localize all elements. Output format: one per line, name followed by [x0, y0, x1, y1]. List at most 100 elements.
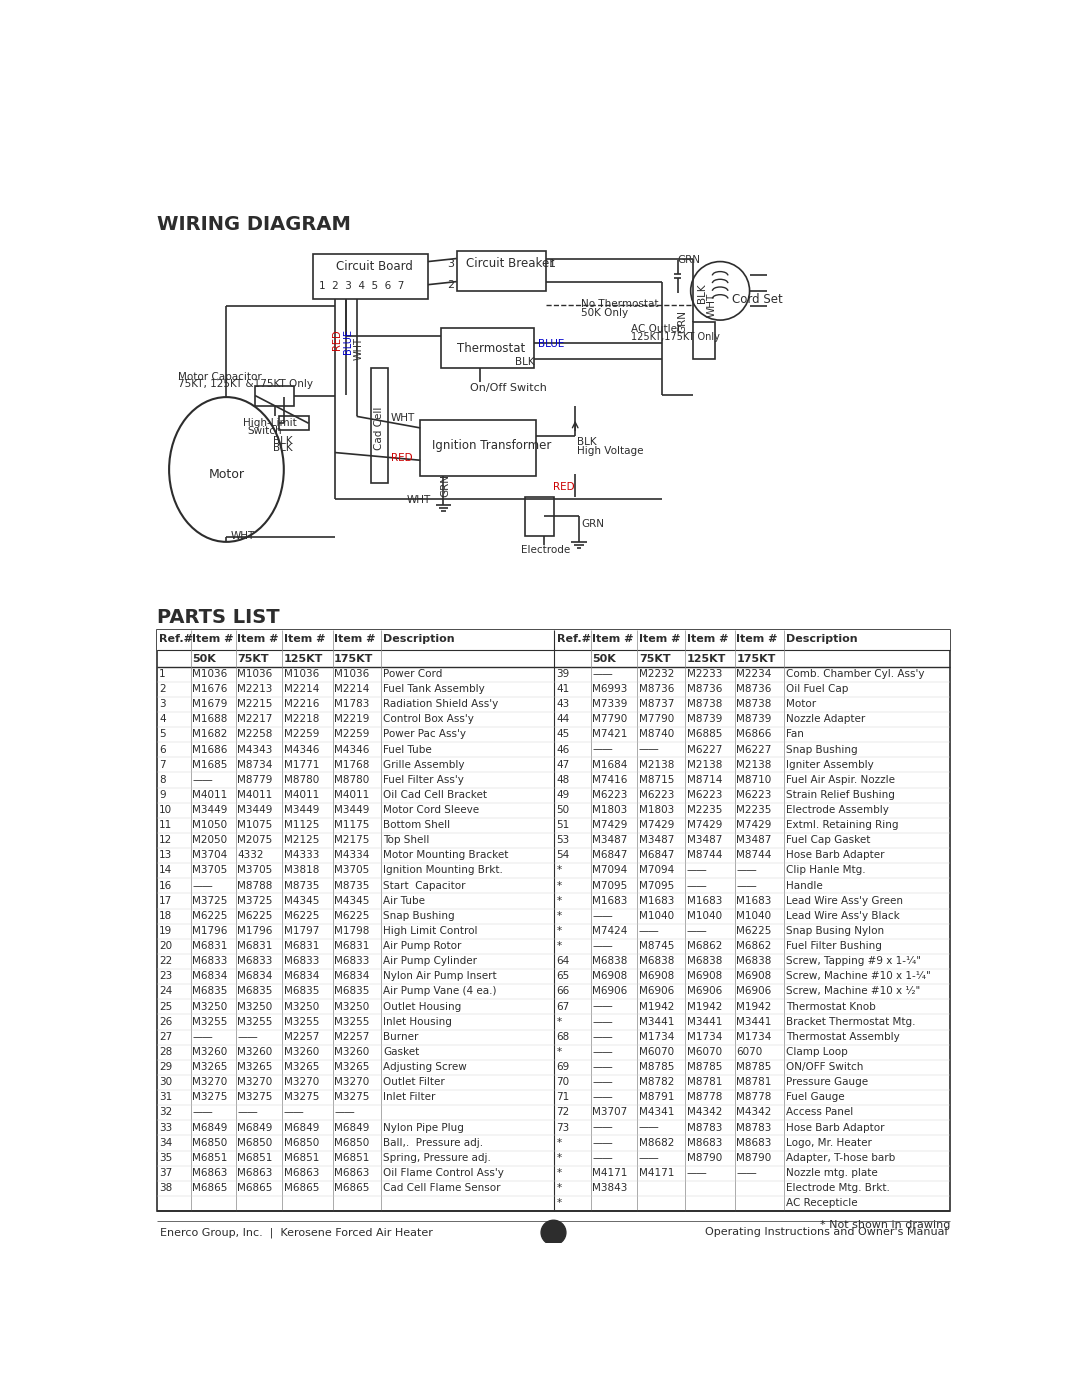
- Text: M6908: M6908: [592, 971, 627, 981]
- Text: ——: ——: [687, 866, 707, 876]
- Text: ——: ——: [238, 1108, 258, 1118]
- Text: M1036: M1036: [334, 669, 369, 679]
- Text: M7095: M7095: [638, 880, 674, 891]
- Text: Nozzle mtg. plate: Nozzle mtg. plate: [786, 1168, 878, 1178]
- Text: M4171: M4171: [638, 1168, 674, 1178]
- Text: Circuit Breaker: Circuit Breaker: [465, 257, 554, 270]
- Text: M7416: M7416: [592, 775, 627, 785]
- Text: M4334: M4334: [334, 851, 369, 861]
- Text: Thermostat Knob: Thermostat Knob: [786, 1002, 876, 1011]
- Text: ——: ——: [638, 745, 660, 754]
- Text: M6851: M6851: [284, 1153, 320, 1162]
- Text: 43: 43: [556, 698, 570, 710]
- Text: Description: Description: [383, 634, 455, 644]
- Text: 125KT: 125KT: [284, 654, 323, 664]
- Text: Handle: Handle: [786, 880, 823, 891]
- Text: Ball,.  Pressure adj.: Ball,. Pressure adj.: [383, 1137, 483, 1148]
- Text: M2175: M2175: [334, 835, 369, 845]
- Text: On/Off Switch: On/Off Switch: [470, 383, 546, 393]
- Text: M2233: M2233: [687, 669, 723, 679]
- Bar: [372, 367, 389, 483]
- Text: M3255: M3255: [284, 1017, 320, 1027]
- Text: M4333: M4333: [284, 851, 320, 861]
- Text: 64: 64: [556, 956, 570, 967]
- Text: M4345: M4345: [284, 895, 320, 905]
- Text: M3275: M3275: [334, 1092, 369, 1102]
- Text: M4011: M4011: [192, 789, 228, 800]
- Text: M6225: M6225: [284, 911, 320, 921]
- Text: M8785: M8785: [737, 1062, 772, 1071]
- Text: Switch: Switch: [247, 426, 282, 436]
- Text: M7424: M7424: [592, 926, 627, 936]
- Text: M6831: M6831: [238, 942, 272, 951]
- Text: ——: ——: [687, 1168, 707, 1178]
- Text: M3449: M3449: [192, 805, 228, 814]
- Text: Nylon Air Pump Insert: Nylon Air Pump Insert: [383, 971, 497, 981]
- Text: M1125: M1125: [284, 820, 320, 830]
- Text: 45: 45: [556, 729, 570, 739]
- Text: M6833: M6833: [334, 956, 369, 967]
- Text: M6865: M6865: [192, 1183, 228, 1193]
- Text: M6070: M6070: [638, 1046, 674, 1058]
- Text: M1797: M1797: [284, 926, 320, 936]
- Text: ——: ——: [334, 1108, 355, 1118]
- Text: Electrode Mtg. Brkt.: Electrode Mtg. Brkt.: [786, 1183, 890, 1193]
- Text: M2232: M2232: [638, 669, 674, 679]
- Text: Item #: Item #: [737, 634, 778, 644]
- Text: M6865: M6865: [284, 1183, 320, 1193]
- Text: *: *: [556, 880, 562, 891]
- Text: M3270: M3270: [284, 1077, 319, 1087]
- Text: ——: ——: [592, 1017, 613, 1027]
- Text: 11: 11: [159, 820, 173, 830]
- Text: 31: 31: [159, 1092, 173, 1102]
- Text: M1040: M1040: [687, 911, 721, 921]
- Text: Comb. Chamber Cyl. Ass'y: Comb. Chamber Cyl. Ass'y: [786, 669, 924, 679]
- Text: M2050: M2050: [192, 835, 228, 845]
- Text: M2213: M2213: [238, 685, 272, 694]
- Text: 125KT,175KT Only: 125KT,175KT Only: [631, 332, 720, 342]
- Bar: [441, 328, 535, 367]
- Text: Spring, Pressure adj.: Spring, Pressure adj.: [383, 1153, 491, 1162]
- Text: M2138: M2138: [687, 760, 723, 770]
- Text: M2234: M2234: [737, 669, 772, 679]
- Text: M2235: M2235: [687, 805, 723, 814]
- Text: M8785: M8785: [687, 1062, 723, 1071]
- Text: M1686: M1686: [192, 745, 228, 754]
- Text: Ref.#: Ref.#: [556, 634, 591, 644]
- Text: Item #: Item #: [687, 634, 728, 644]
- Text: 1: 1: [549, 258, 556, 268]
- Text: 27: 27: [159, 1032, 173, 1042]
- Text: Outlet Filter: Outlet Filter: [383, 1077, 445, 1087]
- Text: ——: ——: [592, 942, 613, 951]
- Text: 48: 48: [556, 775, 570, 785]
- Text: M6908: M6908: [687, 971, 723, 981]
- Text: M3705: M3705: [192, 866, 228, 876]
- Text: M6906: M6906: [592, 986, 627, 996]
- Text: 53: 53: [556, 835, 570, 845]
- Text: ——: ——: [737, 880, 757, 891]
- Text: WIRING DIAGRAM: WIRING DIAGRAM: [157, 215, 351, 235]
- Text: Screw, Machine #10 x ¹⁄₂": Screw, Machine #10 x ¹⁄₂": [786, 986, 920, 996]
- Text: M6906: M6906: [687, 986, 723, 996]
- Text: M6862: M6862: [687, 942, 723, 951]
- Text: M3260: M3260: [238, 1046, 272, 1058]
- Text: RED: RED: [332, 330, 342, 351]
- Text: 26: 26: [159, 1017, 173, 1027]
- Text: M7429: M7429: [638, 820, 674, 830]
- Text: 175KT: 175KT: [334, 654, 374, 664]
- Text: GRN: GRN: [677, 254, 701, 264]
- Text: 4: 4: [159, 714, 165, 724]
- Text: M6863: M6863: [334, 1168, 369, 1178]
- Text: Motor Cord Sleeve: Motor Cord Sleeve: [383, 805, 480, 814]
- Text: M4342: M4342: [737, 1108, 772, 1118]
- Text: M3487: M3487: [687, 835, 723, 845]
- Text: M3441: M3441: [687, 1017, 723, 1027]
- Text: M1679: M1679: [192, 698, 228, 710]
- Text: 73: 73: [556, 1123, 570, 1133]
- Text: ——: ——: [592, 1046, 613, 1058]
- Text: Fan: Fan: [786, 729, 804, 739]
- Text: M2217: M2217: [238, 714, 272, 724]
- Text: M1036: M1036: [284, 669, 319, 679]
- Text: M6908: M6908: [737, 971, 771, 981]
- Text: 4332: 4332: [238, 851, 264, 861]
